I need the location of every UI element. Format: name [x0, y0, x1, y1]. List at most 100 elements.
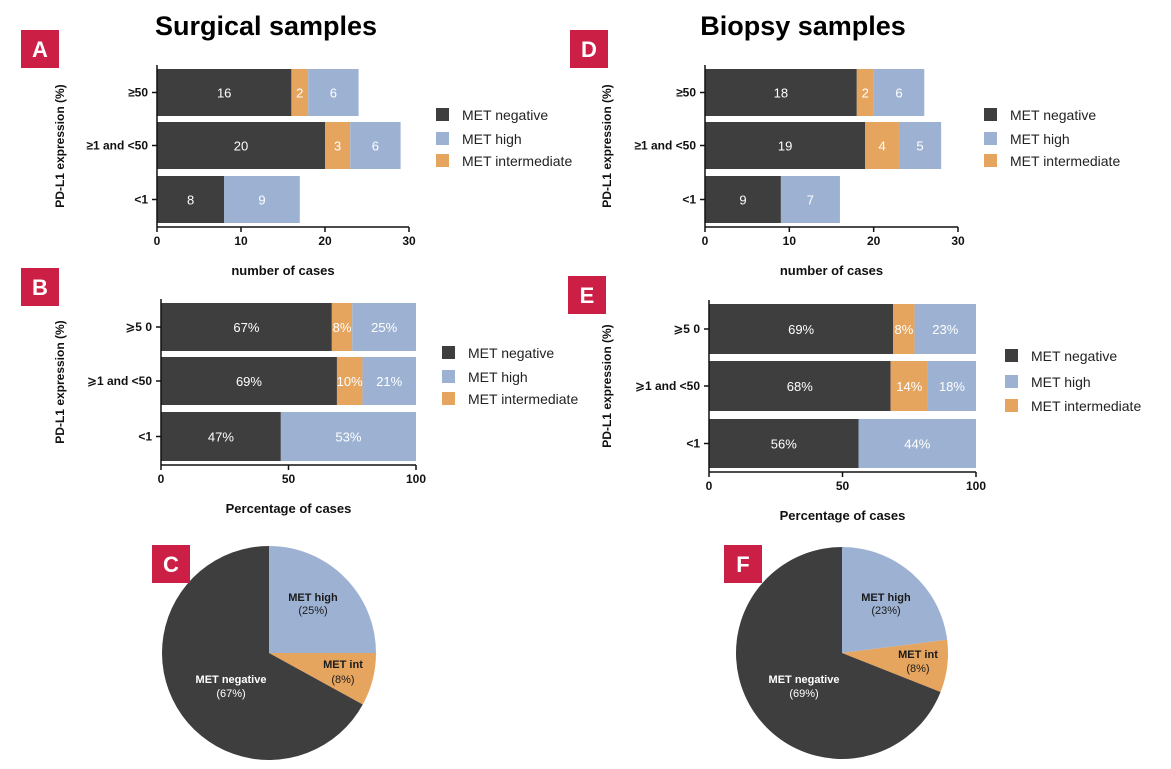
bar-data-label: 21%	[376, 374, 402, 389]
bar-data-label: 5	[916, 139, 923, 154]
x-tick-label: 0	[702, 234, 709, 248]
bar-met-intermediate	[890, 361, 928, 411]
bar-data-label: 19	[778, 139, 792, 154]
panel-badge-letter: B	[32, 275, 48, 300]
category-label: ≥50	[128, 86, 148, 100]
legend-swatch-met-high	[442, 370, 455, 383]
legend-label-met-high: MET high	[1031, 374, 1091, 390]
x-tick-label: 100	[406, 472, 426, 486]
x-tick-label: 30	[951, 234, 965, 248]
x-axis-title: number of cases	[231, 263, 334, 278]
bar-met-high	[350, 122, 401, 169]
legend-swatch-met-intermediate	[442, 392, 455, 405]
panel-badge-letter: A	[32, 37, 48, 62]
legend-label-met-negative: MET negative	[462, 107, 548, 123]
category-label: ≥50	[676, 86, 696, 100]
bar-met-negative	[705, 122, 866, 169]
legend-swatch-met-high	[984, 132, 997, 145]
panel-badge-letter: E	[580, 283, 595, 308]
bar-met-negative	[161, 412, 281, 461]
bar-met-negative	[709, 361, 891, 411]
pie-slice-label: MET high	[288, 592, 338, 604]
y-axis-title: PD-L1 expression (%)	[53, 84, 67, 207]
panel-c-pie-chart: MET high(25%) MET int (8%) MET negative (67%…	[161, 546, 376, 760]
pie-slice-label: MET int	[323, 659, 363, 671]
pie-slice-met-high	[842, 547, 948, 653]
heading-surgical: Surgical samples	[155, 11, 377, 41]
pie-slice-label: MET int	[898, 649, 938, 661]
pie-slice-label: MET high	[861, 592, 911, 604]
panel-badge-c: C	[152, 545, 190, 583]
panel-a-bar-chart: 16 2 6 ≥50 20 3 6 ≥1 and <50 8 9 <1 0 10 20 30 number o…	[53, 65, 572, 278]
category-label: <1	[686, 437, 700, 451]
panel-d-bar-chart: 18 2 6 ≥50 19 4 5 ≥1 and <50 9 7 <1 0 10 20 30 number o…	[600, 65, 1120, 278]
panel-badge-f: F	[724, 545, 762, 583]
bar-data-label: 23%	[932, 322, 958, 337]
legend-label-met-negative: MET negative	[468, 345, 554, 361]
category-label: ⩾1 and <50	[87, 374, 152, 388]
bar-met-intermediate	[325, 122, 351, 169]
pie-slice-percent: (67%)	[216, 688, 245, 700]
category-label: <1	[134, 193, 148, 207]
legend-label-met-negative: MET negative	[1010, 107, 1096, 123]
panel-badge-box	[21, 268, 59, 306]
bar-data-label: 18	[774, 86, 788, 101]
legend-swatch-met-intermediate	[436, 154, 449, 167]
panel-badge-a: A	[21, 30, 59, 68]
bar-met-negative	[161, 357, 337, 405]
bar-met-high	[873, 69, 925, 116]
bar-met-high	[927, 361, 976, 411]
bar-data-label: 7	[807, 193, 814, 208]
y-axis-title: PD-L1 expression (%)	[600, 84, 614, 207]
bar-data-label: 4	[878, 139, 885, 154]
legend-swatch-met-intermediate	[1005, 399, 1018, 412]
bar-met-negative	[157, 122, 325, 169]
pie-slice-met-negative	[736, 547, 941, 759]
x-tick-label: 20	[318, 234, 332, 248]
heading-biopsy: Biopsy samples	[700, 11, 906, 41]
legend: MET negative MET high MET intermediate	[984, 107, 1120, 169]
category-label: ⩾5 0	[125, 320, 152, 334]
bar-met-high	[224, 176, 300, 223]
panel-badge-b: B	[21, 268, 59, 306]
bar-data-label: 8%	[333, 320, 352, 335]
legend-label-met-intermediate: MET intermediate	[462, 153, 572, 169]
bar-data-label: 53%	[335, 430, 361, 445]
bar-data-label: 2	[862, 86, 869, 101]
pie-slice-percent: (8%)	[331, 674, 354, 686]
bar-met-negative	[709, 419, 859, 468]
bar-met-high	[898, 122, 942, 169]
panel-badge-box	[570, 30, 608, 68]
x-tick-label: 50	[836, 479, 850, 493]
category-label: <1	[138, 430, 152, 444]
bar-data-label: 3	[334, 139, 341, 154]
legend-swatch-met-negative	[1005, 349, 1018, 362]
bar-data-label: 10%	[337, 374, 363, 389]
y-axis-title: PD-L1 expression (%)	[600, 324, 614, 447]
bar-met-intermediate	[856, 69, 874, 116]
bar-met-intermediate	[331, 303, 353, 351]
legend-swatch-met-negative	[436, 108, 449, 121]
bar-data-label: 68%	[787, 379, 813, 394]
bar-data-label: 6	[330, 86, 337, 101]
legend-label-met-intermediate: MET intermediate	[468, 391, 578, 407]
x-tick-label: 0	[706, 479, 713, 493]
panel-badge-letter: C	[163, 552, 179, 577]
legend: MET negative MET high MET intermediate	[436, 107, 572, 169]
panel-badge-letter: F	[736, 552, 749, 577]
bar-data-label: 6	[895, 86, 902, 101]
category-label: ≥1 and <50	[86, 139, 148, 153]
panel-e-bar-chart: 69% 8% 23% ⩾5 0 68% 14% 18% ⩾1 and <50 56% 44% <1 0…	[600, 300, 1141, 523]
legend-label-met-intermediate: MET intermediate	[1010, 153, 1120, 169]
panel-badge-box	[152, 545, 190, 583]
bar-data-label: 6	[372, 139, 379, 154]
x-tick-label: 0	[158, 472, 165, 486]
bar-met-high	[858, 419, 976, 468]
bar-data-label: 67%	[233, 320, 259, 335]
pie-slice-met-intermediate	[269, 653, 376, 705]
legend: MET negative MET high MET intermediate	[1005, 348, 1141, 414]
bar-met-intermediate	[291, 69, 309, 116]
legend-label-met-high: MET high	[462, 131, 522, 147]
bar-data-label: 18%	[939, 379, 965, 394]
x-tick-label: 10	[234, 234, 248, 248]
